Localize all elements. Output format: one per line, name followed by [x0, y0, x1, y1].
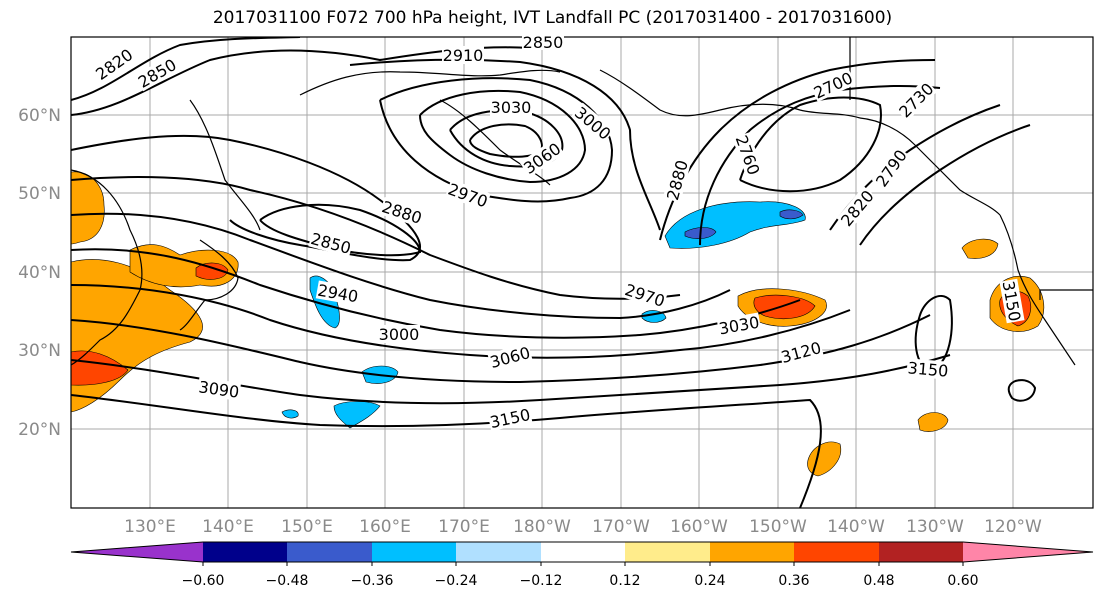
- colorbar-segment: [794, 542, 879, 562]
- contour-label: 2850: [523, 33, 564, 52]
- colorbar-tick-label: 0.48: [863, 573, 894, 589]
- map-frame: [70, 36, 1094, 509]
- colorbar-tick-label: 0.12: [609, 573, 640, 589]
- colorbar: −0.60 −0.48 −0.36 −0.24 −0.12 0.12 0.24 …: [70, 541, 1094, 589]
- contour-label: 3030: [491, 98, 532, 117]
- colorbar-segment: [541, 542, 625, 562]
- longitude-label: 170°W: [592, 517, 650, 537]
- longitude-label: 170°E: [438, 517, 490, 537]
- coastlines: [71, 37, 1093, 366]
- colorbar-tick-label: 0.36: [778, 573, 809, 589]
- longitude-label: 160°W: [670, 517, 728, 537]
- colorbar-segment: [625, 542, 710, 562]
- longitude-label: 160°E: [359, 517, 411, 537]
- colorbar-tick-label: 0.60: [947, 573, 978, 589]
- longitude-label: 180°W: [513, 517, 571, 537]
- colorbar-segment: [372, 542, 456, 562]
- longitude-label: 150°W: [749, 517, 807, 537]
- latitude-label: 20°N: [18, 420, 61, 440]
- colorbar-segment: [879, 542, 963, 562]
- longitude-label: 130°E: [124, 517, 176, 537]
- latitude-label: 40°N: [18, 263, 61, 283]
- colorbar-segment: [71, 542, 203, 562]
- colorbar-tick-label: 0.24: [694, 573, 725, 589]
- height-contours: [71, 37, 1037, 508]
- map-title: 2017031100 F072 700 hPa height, IVT Land…: [212, 8, 893, 28]
- contour-label: 3150: [907, 358, 949, 380]
- latitude-label: 60°N: [18, 106, 61, 126]
- colorbar-tick-label: −0.36: [351, 573, 394, 589]
- longitude-label: 130°W: [906, 517, 964, 537]
- contour-label: 2910: [443, 46, 484, 65]
- colorbar-tick-label: −0.12: [520, 573, 563, 589]
- colorbar-segment: [963, 542, 1093, 562]
- longitude-label: 140°W: [827, 517, 885, 537]
- latitude-axis: 60°N 50°N 40°N 30°N 20°N: [18, 106, 61, 440]
- colorbar-segment: [203, 542, 287, 562]
- colorbar-segment: [287, 542, 372, 562]
- colorbar-tick-label: −0.48: [266, 573, 309, 589]
- colorbar-tick-label: −0.60: [182, 573, 225, 589]
- longitude-axis: 130°E 140°E 150°E 160°E 170°E 180°W 170°…: [124, 517, 1042, 537]
- longitude-label: 140°E: [202, 517, 254, 537]
- colorbar-segment: [710, 542, 794, 562]
- colorbar-segment: [456, 542, 541, 562]
- longitude-label: 120°W: [984, 517, 1042, 537]
- latitude-label: 50°N: [18, 184, 61, 204]
- longitude-label: 150°E: [281, 517, 333, 537]
- colorbar-tick-label: −0.24: [435, 573, 478, 589]
- contour-label: 3000: [379, 325, 420, 344]
- latitude-label: 30°N: [18, 341, 61, 361]
